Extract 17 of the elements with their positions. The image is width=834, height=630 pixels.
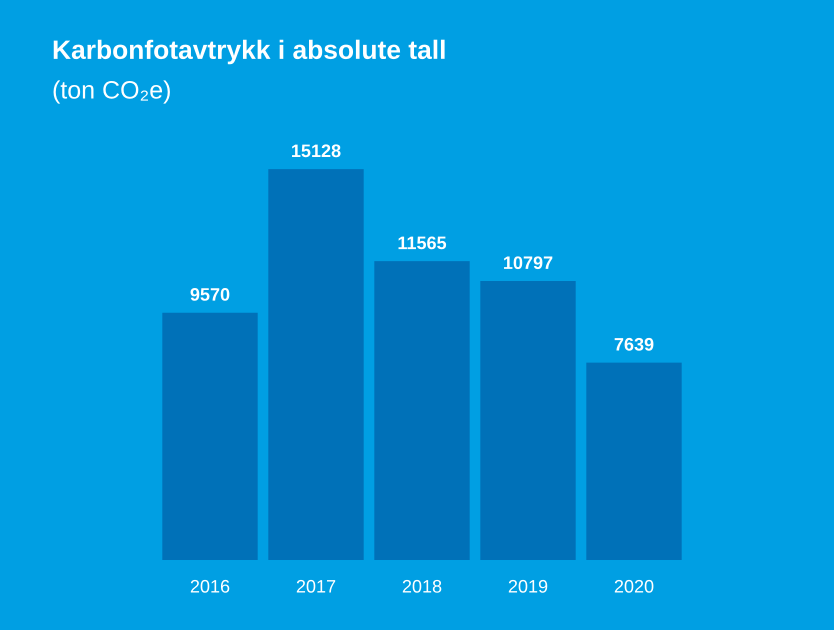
- data-label: 15128: [292, 144, 341, 158]
- x-tick-label: 2018: [402, 580, 442, 593]
- x-tick-label: 2016: [190, 580, 230, 593]
- x-tick-label: 2020: [614, 580, 654, 593]
- bar: [374, 261, 470, 560]
- x-tick-label: 2017: [296, 580, 336, 593]
- chart-title: Karbonfotavtrykk i absolute tall: [54, 40, 445, 64]
- data-label: 11565: [398, 236, 446, 250]
- bar: [586, 362, 682, 560]
- data-label: 10797: [504, 256, 552, 270]
- x-tick-label: 2019: [508, 580, 548, 593]
- data-label: 9570: [190, 288, 230, 301]
- chart-subtitle: (ton CO₂e): [54, 80, 170, 104]
- data-label: 7639: [614, 338, 654, 351]
- bar: [480, 281, 576, 560]
- bar: [268, 169, 364, 560]
- bar: [162, 312, 258, 560]
